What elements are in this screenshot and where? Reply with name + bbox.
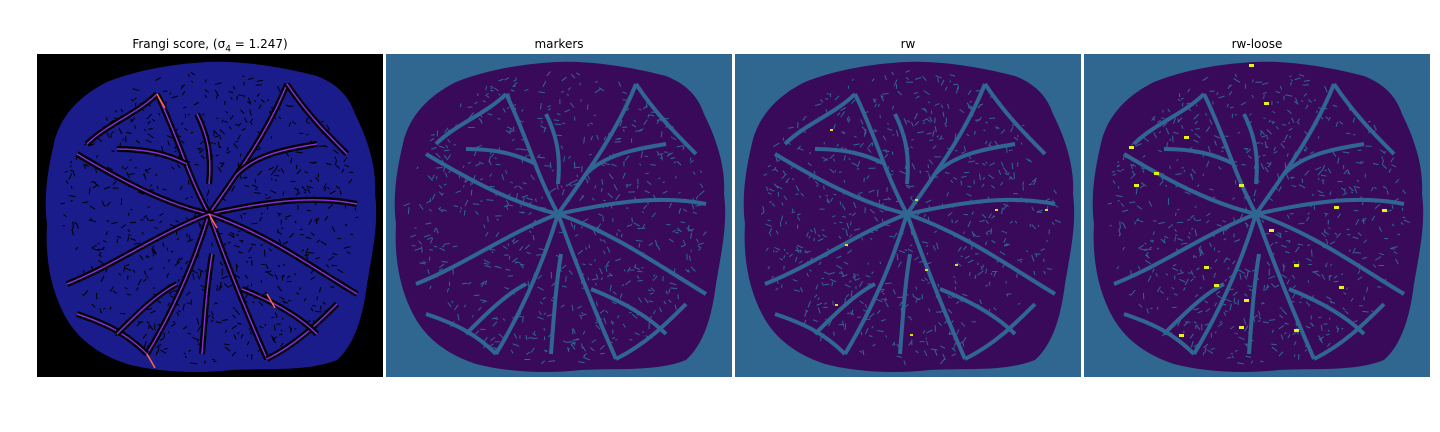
loose-marker-pixel	[955, 264, 958, 266]
texture-speckle	[760, 69, 1062, 366]
loose-marker-pixel	[1269, 229, 1274, 232]
loose-marker-pixel	[1134, 184, 1139, 187]
loose-marker-pixel	[845, 244, 848, 246]
loose-marker-pixel	[1244, 299, 1249, 302]
loose-marker-pixel	[1184, 136, 1189, 139]
frangi-score-image	[37, 54, 383, 377]
markers-canvas	[386, 54, 732, 377]
loose-marker-pixel	[1129, 146, 1134, 149]
vessel-highlight	[146, 353, 156, 369]
loose-marker-pixel	[1204, 266, 1209, 269]
rw-image	[735, 54, 1081, 377]
frangi-title-text: Frangi score,	[132, 37, 213, 51]
rw-canvas	[735, 54, 1081, 377]
loose-marker-pixel	[995, 209, 998, 211]
vessel-network	[1113, 82, 1406, 361]
loose-marker-pixel	[1334, 206, 1339, 209]
vessel-network	[65, 82, 359, 362]
loose-marker-pixel	[1294, 264, 1299, 267]
vessel-highlight	[156, 93, 166, 109]
frangi-title-math: (σ4 = 1.247)	[212, 37, 288, 55]
loose-marker-pixel	[1339, 286, 1344, 289]
loose-marker-pixel	[1382, 209, 1387, 212]
panel-title-rw: rw	[900, 37, 916, 51]
loose-marker-pixel	[1294, 329, 1299, 332]
vessel-highlight	[208, 213, 218, 229]
vessel-network	[415, 82, 708, 361]
loose-marker-pixel	[910, 334, 913, 336]
texture-speckle	[403, 71, 707, 365]
loose-marker-pixel	[835, 304, 838, 306]
loose-marker-pixel	[915, 199, 918, 201]
loose-marker-pixel	[1264, 102, 1269, 105]
vessel-highlight	[266, 293, 276, 309]
rw-loose-canvas	[1084, 54, 1430, 377]
loose-marker-pixel	[925, 269, 928, 271]
texture-speckle	[60, 72, 359, 365]
loose-marker-pixel	[1249, 64, 1254, 67]
loose-marker-pixel	[1239, 184, 1244, 187]
loose-marker-pixel	[830, 129, 833, 131]
loose-marker-pixel	[1239, 326, 1244, 329]
loose-marker-pixel	[1045, 209, 1048, 211]
frangi-score-canvas	[37, 54, 383, 377]
loose-marker-pixel	[1179, 334, 1184, 337]
rw-loose-image	[1084, 54, 1430, 377]
markers-image	[386, 54, 732, 377]
panel-title-frangi: Frangi score, (σ4 = 1.247)	[37, 37, 383, 56]
loose-marker-pixel	[1214, 284, 1219, 287]
panel-title-markers: markers	[534, 37, 584, 51]
loose-marker-pixel	[1154, 172, 1159, 175]
panel-title-rw-loose: rw-loose	[1231, 37, 1283, 51]
